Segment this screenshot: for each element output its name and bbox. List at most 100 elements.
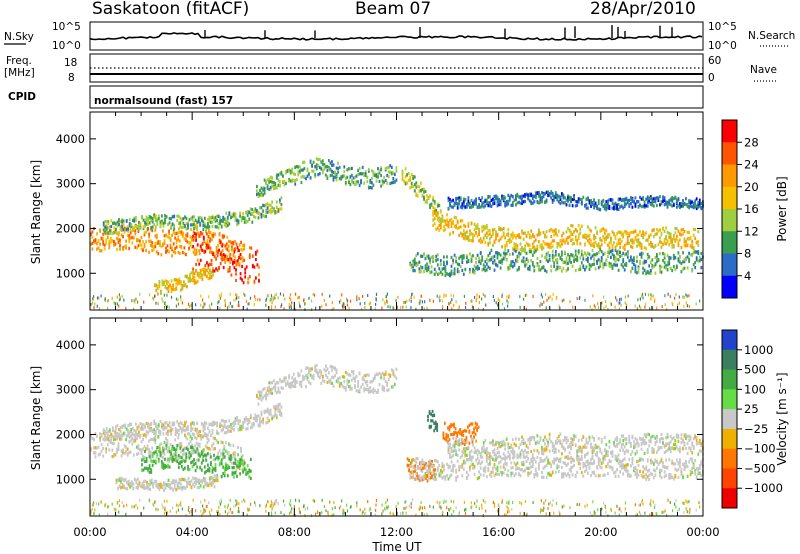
data-cell	[680, 262, 683, 266]
data-cell	[148, 221, 151, 225]
data-cell	[279, 412, 281, 417]
data-cell	[272, 185, 275, 189]
data-cell	[210, 462, 212, 466]
data-cell	[603, 263, 606, 267]
data-cell	[254, 207, 257, 211]
data-cell	[206, 441, 209, 445]
data-cell	[248, 253, 251, 257]
data-cell	[593, 206, 595, 210]
data-cell	[585, 206, 588, 210]
data-cell	[214, 219, 217, 223]
data-cell	[119, 437, 121, 441]
data-cell	[528, 233, 531, 237]
data-cell	[697, 250, 700, 254]
data-cell	[200, 450, 203, 454]
data-cell	[202, 425, 205, 429]
data-cell	[167, 465, 169, 469]
data-cell	[118, 223, 120, 227]
data-cell	[274, 210, 277, 214]
data-cell	[630, 197, 632, 201]
data-cell	[129, 439, 132, 443]
noise-cell	[506, 299, 508, 303]
data-cell	[571, 254, 574, 258]
data-cell	[556, 241, 559, 246]
data-cell	[241, 461, 244, 465]
data-cell	[317, 158, 320, 162]
data-cell	[129, 231, 132, 235]
data-cell	[207, 263, 210, 267]
data-cell	[507, 202, 510, 206]
data-cell	[600, 228, 603, 232]
data-cell	[206, 243, 208, 247]
data-cell	[271, 387, 274, 391]
data-cell	[185, 428, 188, 432]
data-cell	[478, 232, 480, 236]
data-cell	[666, 268, 669, 272]
data-cell	[196, 279, 199, 283]
data-cell	[216, 475, 219, 479]
noise-cell	[579, 295, 581, 299]
data-cell	[432, 223, 435, 227]
data-cell	[567, 227, 569, 231]
data-cell	[205, 228, 208, 232]
data-cell	[230, 454, 232, 458]
data-cell	[657, 198, 660, 202]
data-cell	[642, 261, 644, 265]
noise-cell	[104, 298, 106, 302]
data-cell	[122, 424, 125, 428]
data-cell	[418, 267, 421, 271]
data-cell	[450, 218, 453, 222]
noise-cell	[699, 299, 701, 303]
noise-cell	[443, 293, 445, 297]
data-cell	[134, 245, 137, 249]
noise-cell	[236, 294, 238, 297]
data-cell	[203, 427, 206, 431]
data-cell	[602, 235, 605, 239]
data-cell	[620, 263, 623, 267]
data-cell	[166, 280, 168, 284]
data-cell	[177, 429, 180, 433]
data-cell	[208, 447, 210, 451]
data-cell	[105, 238, 108, 242]
data-cell	[256, 209, 258, 213]
data-cell	[541, 198, 543, 202]
data-cell	[545, 258, 548, 262]
data-cell	[239, 463, 241, 468]
data-cell	[220, 452, 223, 456]
data-cell	[179, 455, 182, 459]
data-cell	[470, 239, 473, 243]
data-cell	[163, 447, 166, 451]
data-cell	[204, 241, 207, 245]
data-cell	[177, 227, 180, 231]
data-cell	[446, 213, 448, 217]
data-cell	[467, 258, 470, 263]
data-cell	[326, 175, 329, 179]
data-cell	[155, 283, 158, 288]
data-cell	[221, 257, 224, 261]
data-cell	[441, 218, 444, 222]
data-cell	[688, 230, 690, 234]
data-cell	[511, 236, 514, 240]
data-cell	[622, 257, 625, 262]
data-cell	[576, 229, 579, 233]
noise-cell	[523, 297, 525, 301]
data-cell	[253, 416, 255, 420]
data-cell	[511, 234, 514, 238]
data-cell	[603, 237, 606, 241]
data-cell	[232, 452, 235, 456]
data-cell	[577, 251, 580, 255]
data-cell	[374, 173, 376, 178]
data-cell	[692, 206, 695, 210]
noise-cell	[118, 304, 120, 308]
data-cell	[585, 265, 588, 269]
data-cell	[131, 226, 134, 230]
data-cell	[530, 259, 533, 263]
data-cell	[212, 273, 214, 277]
data-cell	[452, 271, 454, 276]
data-cell	[603, 240, 606, 244]
data-cell	[588, 227, 591, 232]
data-cell	[192, 482, 194, 487]
data-cell	[275, 413, 278, 417]
data-cell	[253, 422, 255, 426]
data-cell	[196, 465, 199, 469]
